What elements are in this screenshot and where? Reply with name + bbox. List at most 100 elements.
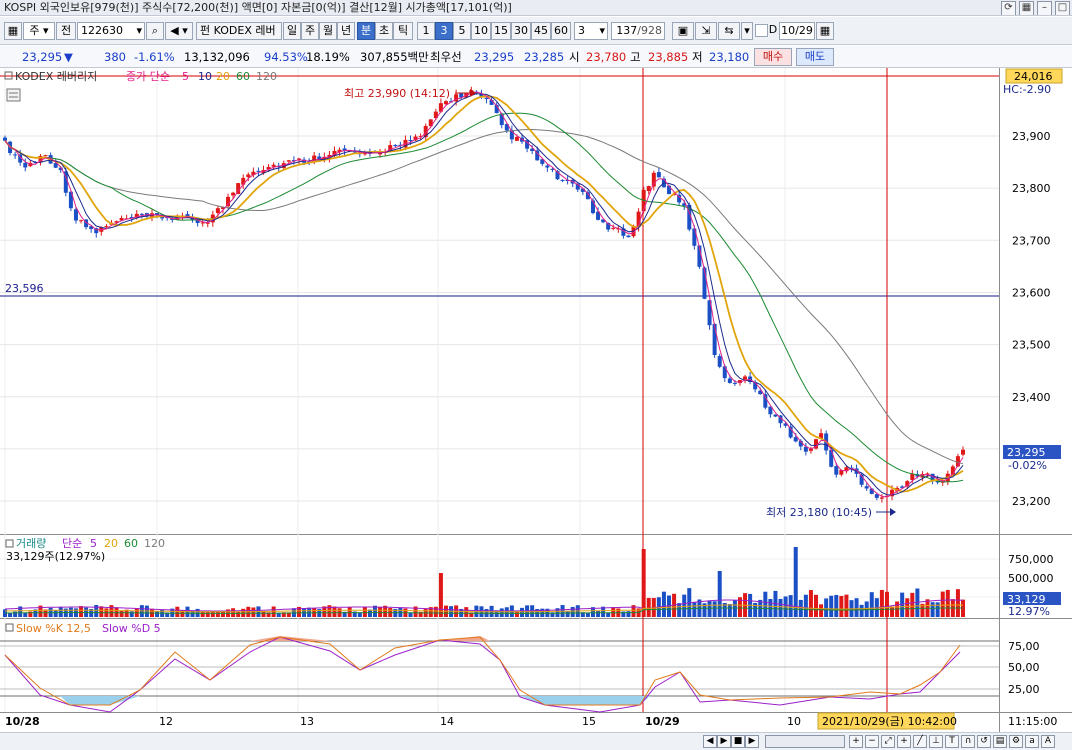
tab-week[interactable]: 주 (301, 22, 319, 40)
font-larger-icon[interactable]: A (1041, 735, 1055, 748)
magnet-icon[interactable]: ∩ (961, 735, 975, 748)
candle-body (753, 382, 758, 390)
volume-bar (129, 611, 134, 617)
interval-select[interactable]: 3 ▾ (574, 22, 608, 40)
candle-body (3, 137, 7, 141)
nav-next-button[interactable]: ▶ (717, 735, 731, 748)
volume-bar (418, 611, 423, 617)
volume-title: 거래량 (16, 537, 46, 550)
draw-icon[interactable]: ╱ (913, 735, 927, 748)
ruler-icon[interactable]: ⊥ (929, 735, 943, 748)
volume-bar (555, 608, 560, 617)
tab-tick[interactable]: 틱 (393, 22, 413, 40)
volume-bar (8, 612, 13, 617)
zoom-icon[interactable]: ⇲ (695, 22, 717, 40)
cursor-time-badge (817, 712, 955, 730)
candle-body (73, 209, 78, 221)
dock-icon[interactable]: ▦ (1019, 1, 1034, 15)
sell-button[interactable]: 매도 (796, 48, 834, 66)
tab-minute[interactable]: 분 (357, 22, 375, 40)
minute-option-30[interactable]: 30 (511, 22, 531, 40)
tab-year[interactable]: 년 (337, 22, 355, 40)
stoch-d-title: Slow %D 5 (102, 622, 161, 635)
nav-play-button[interactable]: ▶ (745, 735, 759, 748)
nav-stop-button[interactable]: ■ (731, 735, 745, 748)
zoom-out-icon[interactable]: − (865, 735, 879, 748)
refresh-icon[interactable]: ⟳ (1001, 1, 1016, 15)
print-icon[interactable]: ▤ (993, 735, 1007, 748)
volume-current-badge (1003, 592, 1061, 605)
volume-bar (829, 595, 834, 617)
candle-body (94, 228, 99, 234)
date-checkbox[interactable] (755, 24, 768, 37)
volume-bar (580, 612, 585, 617)
restore-icon[interactable]: □ (1055, 1, 1070, 15)
nav-prev-button[interactable]: ◀ (703, 735, 717, 748)
date-input[interactable]: 10/29 (779, 22, 815, 40)
stoch-toggle-icon[interactable] (5, 623, 14, 632)
minute-option-1[interactable]: 1 (417, 22, 435, 40)
volume-bar (879, 589, 884, 617)
speaker-icon[interactable]: ◀ ▾ (165, 22, 193, 40)
minute-option-5[interactable]: 5 (453, 22, 471, 40)
candle-body (317, 156, 322, 160)
scroll-slider[interactable] (765, 735, 845, 748)
volume-bar (99, 606, 104, 617)
fit-icon[interactable]: ⤢ (881, 735, 895, 748)
candle-body (504, 124, 509, 131)
minute-option-15[interactable]: 15 (491, 22, 511, 40)
minute-option-3[interactable]: 3 (435, 22, 453, 40)
candle-body (296, 158, 301, 160)
price-chart-area[interactable]: 23,596 KODEX 레버리지 종가 단순 5 10 20 60 120 최… (0, 68, 1072, 732)
candle-body (342, 148, 347, 151)
font-smaller-icon[interactable]: a (1025, 735, 1039, 748)
high-label: 고 (630, 50, 641, 64)
volume-bar (520, 607, 525, 617)
gear-icon[interactable]: ⚙ (1009, 735, 1023, 748)
tab-month[interactable]: 월 (319, 22, 337, 40)
panel-toggle-icon[interactable] (4, 71, 13, 80)
minute-option-10[interactable]: 10 (471, 22, 491, 40)
search-icon[interactable]: ⌕ (146, 22, 164, 40)
volume-bar (590, 607, 595, 617)
count-input[interactable]: 137/928 (611, 22, 665, 40)
crosshair-icon[interactable]: + (897, 735, 911, 748)
zoom-in-icon[interactable]: + (849, 735, 863, 748)
chart-settings-icon[interactable] (6, 88, 21, 102)
candle-body (139, 213, 144, 215)
moving-average-series (4, 91, 964, 498)
ma-period-10: 10 (198, 70, 212, 83)
tab-day[interactable]: 일 (283, 22, 301, 40)
stock-name-field[interactable]: 펀 KODEX 레버 (196, 22, 282, 40)
stoch-tick-label: 75,00 (1008, 640, 1040, 653)
minimize-icon[interactable]: – (1037, 1, 1052, 15)
candle-body (266, 166, 271, 170)
compare-icon[interactable]: ⇆ (718, 22, 740, 40)
volume-toggle-icon[interactable] (5, 539, 14, 548)
minute-option-60[interactable]: 60 (551, 22, 571, 40)
volume-bar (190, 610, 195, 617)
candle-body (281, 163, 286, 169)
price-tick-label: 23,800 (1012, 182, 1051, 195)
volume-bar (322, 606, 327, 617)
undo-icon[interactable]: ↺ (977, 735, 991, 748)
chart-tool-icon[interactable]: ▣ (672, 22, 694, 40)
buy-button[interactable]: 매수 (754, 48, 792, 66)
more-tools-icon[interactable]: ▾ (741, 22, 753, 40)
stock-code-input[interactable]: 122630 ▾ (77, 22, 145, 40)
calendar-icon[interactable]: ▦ (816, 22, 834, 40)
candle-body (950, 466, 955, 475)
tab-second[interactable]: 초 (375, 22, 393, 40)
period-type-select[interactable]: 주 ▾ (23, 22, 55, 40)
minute-option-45[interactable]: 45 (531, 22, 551, 40)
candle-body (545, 165, 550, 168)
candle-body (433, 111, 438, 119)
period-prev-button[interactable]: 전 (56, 22, 76, 40)
candle-body (743, 376, 748, 380)
candle-body (535, 150, 540, 161)
grid-menu-icon[interactable]: ▦ (4, 22, 22, 40)
candle-body (286, 160, 291, 162)
volume-ma-20-line (4, 604, 964, 613)
text-icon[interactable]: T (945, 735, 959, 748)
candle-body (808, 448, 813, 451)
